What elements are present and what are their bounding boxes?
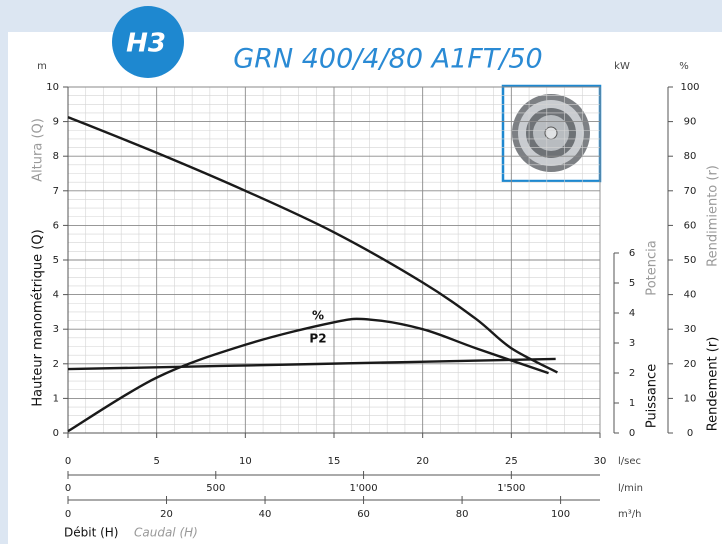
x2-tick-label: 1'000 — [349, 483, 377, 494]
y2-tick-label: 4 — [629, 308, 635, 319]
y-tick-label: 8 — [53, 151, 59, 162]
curve — [67, 317, 549, 433]
y2-tick-label: 3 — [629, 338, 635, 349]
badge: H3 — [126, 29, 166, 59]
y3-tick-label: 0 — [687, 428, 693, 439]
y3-tick-label: 100 — [680, 82, 699, 93]
y3-tick-label: 10 — [684, 393, 697, 404]
y2-tick-label: 5 — [629, 278, 635, 289]
y-tick-label: 6 — [53, 220, 59, 231]
y2-axis-title-alt: Potencia — [645, 240, 660, 295]
x3-tick-label: 60 — [357, 509, 370, 520]
curve — [67, 357, 556, 371]
x3-tick-label: 0 — [65, 509, 71, 520]
x-axis-title: Débit (H) — [64, 526, 118, 540]
x2-unit: l/min — [618, 483, 643, 494]
y2-tick-label: 0 — [629, 428, 635, 439]
x2-tick-label: 1'500 — [497, 483, 525, 494]
pump-image — [501, 84, 602, 183]
y3-tick-label: 40 — [684, 290, 697, 301]
y3-tick-label: 70 — [684, 186, 697, 197]
y-unit: m — [37, 61, 47, 72]
y3-tick-label: 80 — [684, 151, 697, 162]
y2-axis-title: Puissance — [645, 364, 660, 428]
x3-tick-label: 20 — [160, 509, 173, 520]
y-tick-label: 0 — [53, 428, 59, 439]
x-axis-title-alt: Caudal (H) — [134, 526, 198, 540]
y-tick-label: 9 — [53, 117, 59, 128]
y-axis-title: Hauteur manométrique (Q) — [31, 229, 46, 406]
y3-tick-label: 90 — [684, 117, 697, 128]
y-tick-label: 7 — [53, 186, 59, 197]
y3-tick-label: 30 — [684, 324, 697, 335]
x3-unit: m³/h — [618, 509, 641, 520]
x-unit: l/sec — [618, 456, 641, 467]
x3-tick-label: 40 — [259, 509, 272, 520]
y3-tick-label: 60 — [684, 220, 697, 231]
x-tick-label: 5 — [153, 456, 159, 467]
y3-axis-title: Rendement (r) — [706, 337, 721, 432]
chart-title: GRN 400/4/80 A1FT/50 — [233, 44, 542, 75]
x3-tick-label: 100 — [551, 509, 570, 520]
curve-label: P2 — [309, 332, 326, 346]
y-tick-label: 1 — [53, 393, 59, 404]
x-tick-label: 15 — [328, 456, 341, 467]
y-tick-label: 10 — [46, 82, 59, 93]
y2-unit: kW — [614, 61, 630, 72]
x3-tick-label: 80 — [456, 509, 469, 520]
y-tick-label: 5 — [53, 255, 59, 266]
y-tick-label: 3 — [53, 324, 59, 335]
x2-tick-label: 0 — [65, 483, 71, 494]
y-tick-label: 2 — [53, 359, 59, 370]
curve-label: % — [312, 309, 324, 323]
badge-circle — [112, 6, 184, 78]
curve — [67, 115, 558, 374]
x-tick-label: 25 — [505, 456, 518, 467]
y-tick-label: 4 — [53, 290, 59, 301]
x-tick-label: 10 — [239, 456, 252, 467]
x-tick-label: 30 — [594, 456, 607, 467]
y3-tick-label: 20 — [684, 359, 697, 370]
x-tick-label: 20 — [416, 456, 429, 467]
y2-tick-label: 2 — [629, 368, 635, 379]
y3-unit: % — [679, 61, 689, 72]
y-axis-title-alt: Altura (Q) — [31, 118, 46, 182]
y3-axis-title-alt: Rendimiento (r) — [706, 165, 721, 267]
y2-tick-label: 6 — [629, 248, 635, 259]
x-tick-label: 0 — [65, 456, 71, 467]
y3-tick-label: 50 — [684, 255, 697, 266]
y2-tick-label: 1 — [629, 398, 635, 409]
panel — [8, 32, 722, 544]
x2-tick-label: 500 — [206, 483, 225, 494]
